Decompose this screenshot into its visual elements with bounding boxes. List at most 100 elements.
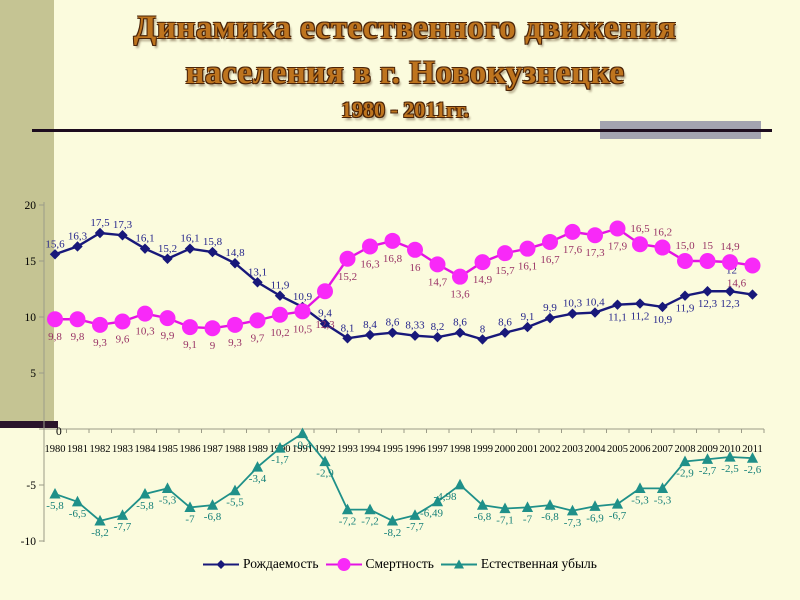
natural-decline-data-label: -6,8 bbox=[541, 511, 559, 523]
death-rate-legend-dot bbox=[337, 557, 350, 571]
birth-rate-data-label: 11,2 bbox=[631, 311, 650, 323]
death-rate-marker bbox=[317, 283, 333, 300]
natural-decline-data-label: -5,8 bbox=[46, 500, 64, 512]
y-tick-label: -5 bbox=[26, 480, 36, 492]
death-rate-marker bbox=[632, 236, 648, 253]
death-rate-marker bbox=[699, 253, 716, 269]
x-tick-label: 2006 bbox=[630, 444, 651, 455]
birth-rate-data-label: 8,6 bbox=[453, 317, 467, 329]
natural-decline-marker bbox=[409, 509, 421, 520]
x-tick-label: 1986 bbox=[180, 444, 201, 455]
natural-decline-data-label: -5,3 bbox=[631, 494, 649, 506]
natural-decline-marker bbox=[341, 503, 354, 515]
death-rate-marker bbox=[182, 319, 198, 336]
death-rate-data-label: 9,8 bbox=[48, 331, 62, 343]
death-rate-data-label: 9,6 bbox=[116, 333, 130, 345]
natural-decline-data-label: -2,5 bbox=[721, 463, 739, 475]
natural-decline-data-label: -7,2 bbox=[361, 516, 378, 528]
birth-rate-data-label: 9,9 bbox=[543, 302, 557, 314]
series-natural-decline: -5,8 -6,5 -8,2 -7,7 -5,8 -5,3 -7 -6,8 -5,5 -3,4 -1… bbox=[46, 427, 762, 539]
natural-decline-marker bbox=[724, 451, 736, 462]
birth-rate-marker bbox=[477, 334, 488, 345]
natural-decline-marker bbox=[476, 499, 489, 510]
birth-rate-data-label: 8,6 bbox=[386, 317, 400, 329]
birth-rate-data-label: 9,4 bbox=[318, 308, 332, 320]
death-rate-data-label: 15 bbox=[702, 240, 714, 252]
left-stripe bbox=[0, 0, 54, 421]
birth-rate-marker bbox=[724, 286, 736, 297]
birth-rate-marker bbox=[522, 321, 533, 333]
x-tick-label: 1992 bbox=[315, 444, 336, 455]
x-tick-label: 1997 bbox=[427, 444, 448, 455]
natural-decline-marker bbox=[116, 509, 129, 520]
axes bbox=[39, 202, 765, 542]
x-tick-label: 1989 bbox=[247, 444, 268, 455]
birth-rate-data-label: 15,6 bbox=[45, 238, 65, 250]
title-line-1: Динамика естественного движения bbox=[133, 10, 677, 46]
death-rate-data-label: 10,2 bbox=[270, 327, 289, 339]
natural-decline-marker bbox=[94, 514, 106, 526]
death-rate-data-label: 9,3 bbox=[93, 337, 107, 349]
natural-decline-marker bbox=[274, 442, 286, 453]
natural-decline-data-label: -8,2 bbox=[384, 527, 401, 539]
birth-rate-legend-dot bbox=[216, 559, 226, 569]
slide-title: Динамика естественного движения населени… bbox=[40, 6, 770, 124]
x-tick-label: 2001 bbox=[517, 444, 538, 455]
birth-rate-marker bbox=[184, 243, 196, 254]
birth-rate-data-label: 14,8 bbox=[225, 247, 245, 259]
death-rate-marker bbox=[249, 312, 266, 329]
death-rate-marker bbox=[272, 306, 288, 323]
death-rate-marker bbox=[339, 250, 356, 267]
death-rate-marker bbox=[564, 223, 581, 240]
legend-label-death-rate: Смертность bbox=[365, 556, 434, 571]
natural-decline-data-label: -7,7 bbox=[114, 521, 132, 533]
birth-rate-data-label: 17,5 bbox=[90, 217, 110, 229]
birth-rate-marker bbox=[702, 286, 713, 297]
birth-rate-data-label: 13,1 bbox=[248, 266, 267, 278]
birth-rate-marker bbox=[252, 277, 263, 288]
birth-rate-marker bbox=[567, 308, 578, 319]
x-tick-label: 1999 bbox=[472, 444, 493, 455]
natural-decline-marker bbox=[521, 501, 534, 512]
x-tick-label: 1991 bbox=[292, 444, 313, 455]
death-rate-marker bbox=[204, 320, 221, 337]
birth-rate-marker bbox=[94, 227, 106, 239]
natural-decline-data-label: -1,7 bbox=[271, 454, 289, 466]
natural-decline-data-label: -7,7 bbox=[406, 521, 424, 533]
natural-decline-marker bbox=[296, 427, 309, 439]
birth-rate-data-label: 8,4 bbox=[363, 319, 377, 331]
y-tick-label: -10 bbox=[21, 536, 37, 548]
death-rate-marker bbox=[609, 220, 626, 237]
natural-decline-data-label: -5,3 bbox=[159, 494, 177, 506]
natural-decline-marker bbox=[701, 453, 714, 464]
series-death-rate: 9,8 9,8 9,3 9,610,3 9,99,1 9 9,3 9,7 10,2 10,5 12,… bbox=[47, 220, 761, 352]
x-tick-label: 1984 bbox=[135, 444, 157, 455]
x-tick-label: 1987 bbox=[202, 444, 223, 455]
x-tick-label: 2004 bbox=[585, 444, 607, 455]
y-tick-label: 5 bbox=[30, 368, 36, 380]
natural-decline-data-label: -6,8 bbox=[204, 511, 222, 523]
natural-decline-data-label: -7,3 bbox=[564, 517, 582, 529]
birth-rate-data-label: 8,6 bbox=[498, 317, 512, 329]
birth-rate-data-label: 15,2 bbox=[158, 243, 177, 255]
natural-decline-marker bbox=[431, 495, 444, 507]
natural-decline-marker bbox=[544, 499, 556, 510]
natural-decline-data-label: -6,9 bbox=[586, 512, 604, 524]
death-rate-data-label: 15,7 bbox=[495, 265, 515, 277]
natural-decline-marker bbox=[566, 504, 579, 516]
birth-rate-marker bbox=[544, 312, 556, 324]
x-tick-label: 2009 bbox=[697, 444, 718, 455]
birth-rate-marker bbox=[72, 241, 83, 252]
birth-rate-marker bbox=[612, 299, 623, 310]
natural-decline-data-label: -5,5 bbox=[226, 497, 244, 509]
x-tick-label: 1995 bbox=[382, 444, 403, 455]
death-rate-data-label: 16,8 bbox=[383, 253, 403, 265]
birth-rate-marker bbox=[207, 246, 218, 258]
natural-decline-data-label: -5,8 bbox=[136, 500, 154, 512]
natural-decline-marker bbox=[49, 487, 61, 499]
birth-rate-data-label: 8 bbox=[480, 323, 486, 335]
natural-decline-marker bbox=[499, 502, 511, 514]
death-rate-data-label: 10,3 bbox=[135, 326, 155, 338]
death-rate-marker bbox=[429, 256, 446, 273]
birth-rate-marker bbox=[274, 290, 286, 301]
